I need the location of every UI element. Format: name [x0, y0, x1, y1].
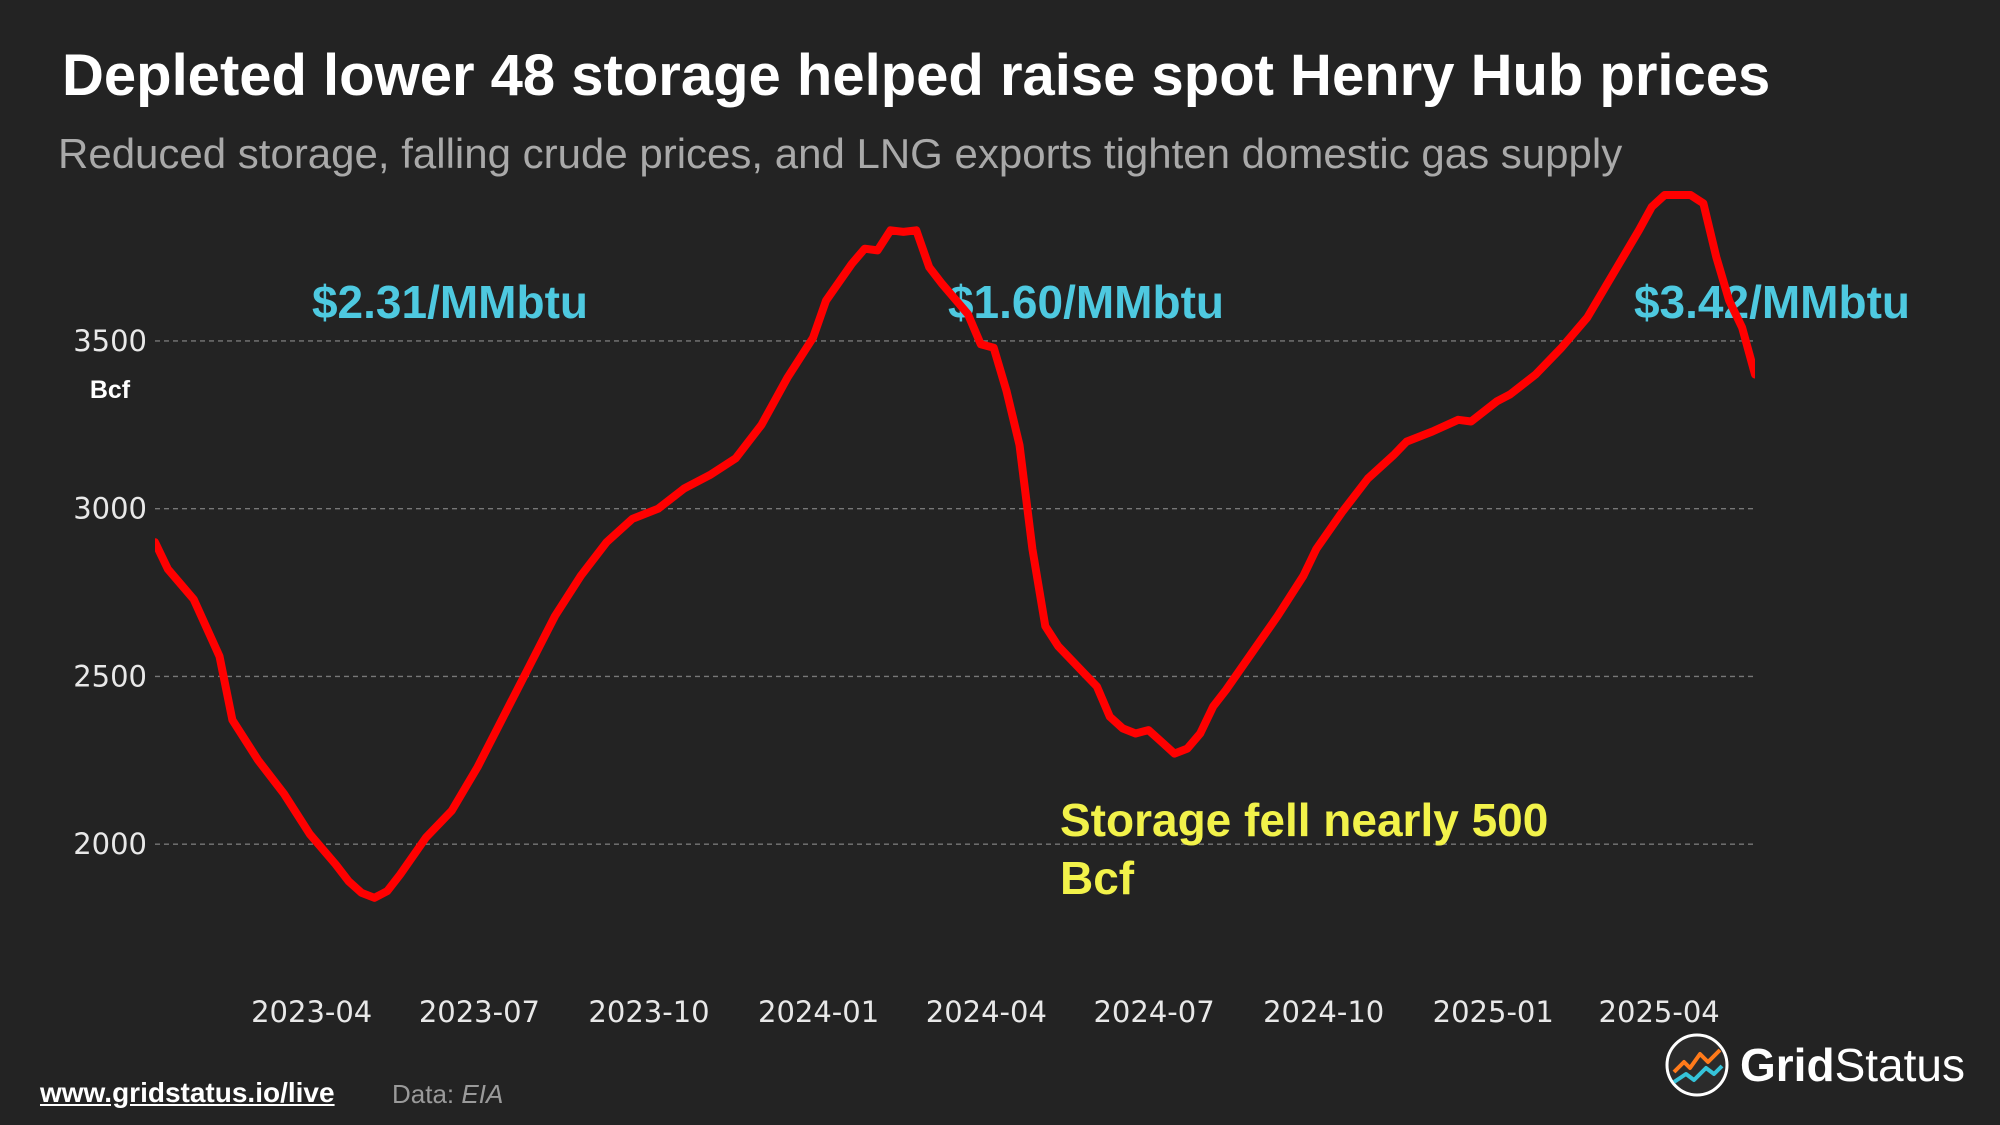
x-tick-label: 2024-10 [1263, 995, 1384, 1029]
price-annotation: $1.60/MMbtu [948, 276, 1224, 328]
grid-status-logo: GridStatus [1664, 1032, 1965, 1098]
gridstatus-live-link[interactable]: www.gridstatus.io/live [40, 1077, 335, 1108]
storage-callout-line: Bcf [1060, 852, 1135, 904]
storage-series-line [155, 191, 1755, 902]
x-tick-label: 2023-07 [419, 995, 540, 1029]
y-tick-label: 2000 [73, 827, 147, 861]
x-tick-label: 2023-10 [588, 995, 709, 1029]
x-tick-label: 2024-01 [758, 995, 879, 1029]
grid-status-logo-icon [1665, 1033, 1729, 1097]
data-source-label: Data: [392, 1079, 455, 1109]
y-axis-label: Bcf [90, 376, 131, 404]
data-source-name: EIA [461, 1079, 504, 1109]
price-annotation: $2.31/MMbtu [312, 276, 588, 328]
y-tick-label: 2500 [73, 659, 147, 693]
x-tick-label: 2023-04 [251, 995, 372, 1029]
storage-callout-line: Storage fell nearly 500 [1060, 794, 1548, 846]
chart-title: Depleted lower 48 storage helped raise s… [62, 43, 1771, 108]
x-tick-label: 2025-04 [1599, 995, 1720, 1029]
data-source-note: Data: EIA [392, 1079, 503, 1110]
brand-name-bold: Grid [1740, 1039, 1835, 1091]
y-tick-label: 3000 [73, 492, 147, 526]
x-tick-label: 2024-04 [926, 995, 1047, 1029]
x-tick-label: 2024-07 [1093, 995, 1214, 1029]
brand-name-regular: Status [1834, 1039, 1965, 1091]
y-tick-label: 3500 [73, 324, 147, 358]
x-tick-label: 2025-01 [1433, 995, 1554, 1029]
chart-subtitle: Reduced storage, falling crude prices, a… [58, 130, 1623, 177]
price-annotation: $3.42/MMbtu [1634, 276, 1910, 328]
grid-status-wordmark: GridStatus [1740, 1038, 1965, 1092]
